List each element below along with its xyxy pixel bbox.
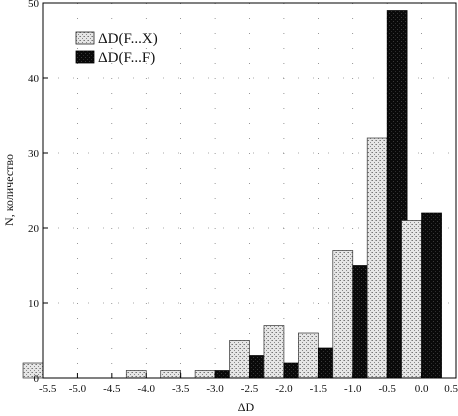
x-axis-title: ΔD [238,400,255,414]
bar-fx--4 [125,370,147,379]
bars [22,10,442,379]
y-tick-label: 0 [34,373,40,385]
bar-fx--1_5 [298,332,319,379]
axis-ticks [42,2,457,379]
bar-fx--1 [332,250,354,379]
y-tick-labels: 0 10 20 30 40 50 [28,0,40,385]
legend-label-dark: ΔD(F...F) [98,50,155,66]
y-axis-title: N, количество [2,154,16,226]
y-tick-label: 10 [28,298,40,310]
legend: ΔD(F...X) ΔD(F...F) [75,31,158,66]
x-tick-label: -5.5 [39,383,57,395]
y-tick-label: 30 [28,148,40,160]
y-tick-label: 20 [28,223,40,235]
bar-fx-0 [401,220,422,379]
x-tick-label: -5.0 [69,383,87,395]
x-tick-label: -4.5 [103,383,121,395]
bar-fx--3_5 [160,370,182,379]
x-tick-label: -2.5 [241,383,259,395]
bar-fx--2 [263,325,285,379]
y-tick-label: 50 [28,0,40,10]
x-tick-label: -4.0 [138,383,156,395]
y-tick-label: 40 [28,73,40,85]
x-tick-label: -1.5 [310,383,328,395]
bar-fx--0_5 [366,137,388,379]
legend-swatch-dark [75,50,95,64]
legend-swatch-light [75,31,95,45]
bar-fx--2_5 [229,340,250,379]
x-tick-label: -3.0 [206,383,224,395]
bar-fx--3 [194,370,216,379]
x-tick-label: 0.5 [444,383,458,395]
x-tick-label: -1.0 [344,383,362,395]
x-tick-label: -3.5 [172,383,190,395]
x-tick-labels: -5.5 -5.0 -4.5 -4.0 -3.5 -3.0 -2.5 -2.0 -1.5 -1.0… [39,383,458,395]
legend-label-light: ΔD(F...X) [98,31,158,47]
x-tick-label: 0.0 [415,383,429,395]
x-tick-label: -2.0 [275,383,293,395]
x-tick-label: -0.5 [378,383,396,395]
bar-ff-0 [421,212,442,379]
